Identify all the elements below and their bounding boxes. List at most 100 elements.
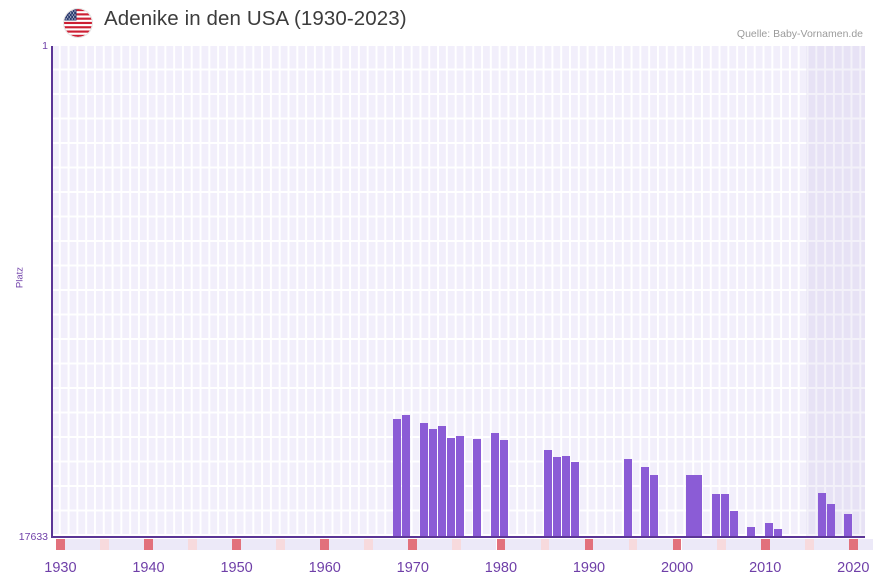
bar-2009[interactable]: [730, 511, 738, 537]
x-tick-1949: [223, 539, 233, 550]
bar-1991[interactable]: [571, 462, 579, 537]
bar-2019[interactable]: [844, 514, 852, 537]
x-tick-2004: [707, 539, 717, 550]
bar-1988[interactable]: [544, 450, 552, 537]
recent-years-shaded-region: [806, 46, 865, 537]
x-tick-1941: [152, 539, 162, 550]
x-tick-1933: [82, 539, 92, 550]
x-tick-1994: [619, 539, 629, 550]
x-tick-1936: [108, 539, 118, 550]
x-tick-1988: [566, 539, 576, 550]
bar-1999[interactable]: [641, 467, 649, 537]
bar-1980[interactable]: [473, 439, 481, 537]
bar-1971[interactable]: [393, 419, 401, 537]
x-tick-2011: [769, 539, 779, 550]
bar-2007[interactable]: [712, 494, 720, 537]
x-tick-1992: [602, 539, 612, 550]
x-tick-2022: [866, 539, 873, 550]
bar-2004[interactable]: [686, 475, 694, 537]
bar-2000[interactable]: [650, 475, 658, 537]
x-tick-1985: [540, 539, 550, 550]
x-tick-1996: [637, 539, 647, 550]
x-tick-1991: [593, 539, 603, 550]
bar-2008[interactable]: [721, 494, 729, 537]
bar-1974[interactable]: [420, 423, 428, 537]
x-tick-1952: [249, 539, 259, 550]
x-tick-1953: [258, 539, 268, 550]
x-tick-1973: [434, 539, 444, 550]
x-axis-label-2020: 2020: [837, 560, 870, 576]
bar-1997[interactable]: [624, 459, 632, 537]
bar-1978[interactable]: [456, 436, 464, 537]
x-tick-1934: [91, 539, 101, 550]
x-tick-1967: [381, 539, 391, 550]
x-tick-1954: [267, 539, 277, 550]
x-tick-2002: [690, 539, 700, 550]
bar-1989[interactable]: [553, 457, 561, 537]
chart-header: Adenike in den USA (1930-2023) Quelle: B…: [0, 0, 873, 46]
x-tick-1981: [505, 539, 515, 550]
x-tick-1960: [320, 539, 330, 550]
x-axis-label-1930: 1930: [44, 560, 77, 576]
x-axis-label-1940: 1940: [132, 560, 165, 576]
x-tick-1951: [241, 539, 250, 550]
x-tick-2018: [831, 539, 841, 550]
x-tick-1968: [390, 539, 400, 550]
x-tick-1990: [584, 539, 594, 550]
x-tick-2003: [699, 539, 708, 550]
bar-2010[interactable]: [747, 527, 755, 537]
x-tick-1947: [205, 539, 215, 550]
x-tick-2006: [725, 539, 735, 550]
x-axis-label-2000: 2000: [660, 560, 694, 576]
x-tick-1997: [646, 539, 656, 550]
x-tick-1932: [73, 539, 83, 550]
bar-1982[interactable]: [491, 433, 499, 537]
x-tick-2005: [716, 539, 726, 550]
x-tick-2013: [787, 539, 797, 550]
x-tick-1961: [329, 539, 338, 550]
bar-1975[interactable]: [429, 429, 437, 537]
x-axis-label-1970: 1970: [396, 560, 429, 576]
x-tick-1956: [285, 539, 294, 550]
x-axis-tick-strip: [52, 539, 873, 550]
x-tick-1945: [188, 539, 197, 550]
bar-2018[interactable]: [827, 504, 835, 537]
x-tick-1983: [522, 539, 532, 550]
y-axis-title: Platz: [14, 266, 26, 289]
x-tick-1979: [487, 539, 497, 550]
x-tick-1944: [179, 539, 189, 550]
x-tick-1969: [399, 539, 409, 550]
bar-1983[interactable]: [500, 440, 508, 537]
x-tick-2020: [848, 539, 858, 550]
x-tick-1948: [214, 539, 224, 550]
bar-2012[interactable]: [774, 529, 782, 537]
source-attribution: Quelle: Baby-Vornamen.de: [736, 28, 863, 40]
x-tick-1962: [337, 539, 347, 550]
x-tick-1930: [56, 539, 65, 550]
x-tick-1982: [514, 539, 523, 550]
x-tick-1942: [161, 539, 171, 550]
x-tick-2007: [734, 539, 744, 550]
bar-1990[interactable]: [562, 456, 570, 537]
x-tick-2008: [743, 539, 752, 550]
x-tick-1976: [461, 539, 471, 550]
x-axis-label-1960: 1960: [308, 560, 341, 576]
bar-2011[interactable]: [765, 523, 773, 537]
x-tick-2017: [822, 539, 832, 550]
x-tick-2009: [751, 539, 761, 550]
x-tick-1984: [531, 539, 541, 550]
bar-1976[interactable]: [438, 426, 446, 537]
plot-area: [52, 46, 865, 537]
x-tick-1974: [443, 539, 453, 550]
bar-1972[interactable]: [402, 415, 410, 537]
x-tick-1978: [478, 539, 488, 550]
bar-2005[interactable]: [694, 475, 702, 537]
x-tick-2000: [672, 539, 682, 550]
x-tick-1977: [470, 539, 479, 550]
y-axis-line: [51, 46, 53, 538]
bar-1977[interactable]: [447, 438, 455, 537]
x-tick-1946: [196, 539, 206, 550]
x-tick-1975: [452, 539, 462, 550]
bar-2017[interactable]: [818, 493, 826, 537]
